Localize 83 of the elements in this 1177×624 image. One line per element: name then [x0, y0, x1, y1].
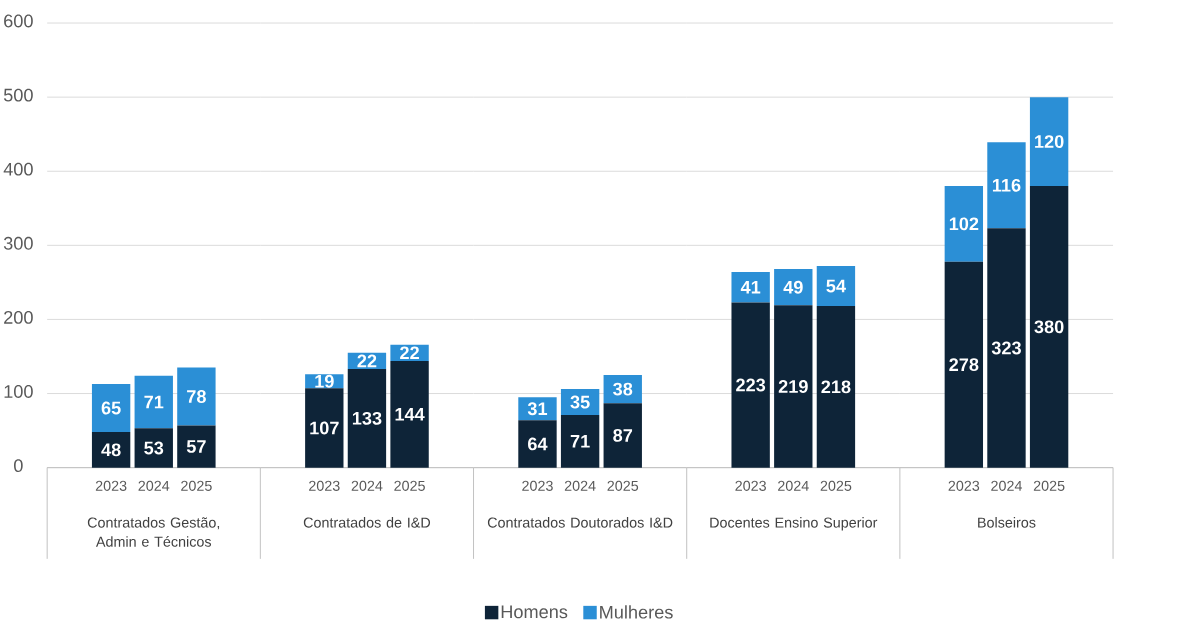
bar	[518, 397, 557, 421]
x-tick-label: 2025	[394, 480, 425, 492]
y-tick-label: 600	[4, 14, 33, 28]
y-tick-label: 100	[4, 385, 33, 399]
data-label: 57	[186, 440, 206, 453]
bar	[944, 261, 984, 468]
x-axis-title: Contratados Doutorados I&D	[487, 517, 673, 528]
data-label: 71	[144, 395, 164, 409]
data-label: 278	[949, 358, 979, 372]
data-label: 19	[315, 375, 334, 388]
data-label: 49	[783, 280, 803, 294]
y-tick-label: 500	[3, 88, 33, 102]
data-label: 78	[187, 390, 206, 404]
x-tick-label: 2023	[735, 480, 766, 492]
data-label: 65	[101, 401, 121, 415]
data-label: 120	[1035, 135, 1064, 149]
data-label: 48	[101, 443, 121, 457]
data-label: 54	[826, 279, 846, 293]
x-tick-label: 2025	[1033, 480, 1065, 492]
y-tick-label: 0	[14, 459, 23, 473]
data-label: 31	[527, 402, 548, 416]
data-label: 87	[613, 429, 633, 442]
bar	[177, 367, 216, 426]
data-label: 22	[357, 354, 377, 368]
bar	[731, 302, 770, 468]
x-axis-title: Docentes Ensino Superior	[710, 517, 878, 531]
y-tick-label: 400	[3, 162, 33, 176]
data-label: 22	[400, 346, 419, 360]
bar	[347, 369, 387, 468]
data-label: 116	[992, 179, 1021, 192]
x-tick-label: 2024	[564, 480, 596, 492]
data-label: 144	[395, 408, 425, 421]
bar	[816, 266, 856, 307]
x-axis-title: Bolseiros	[978, 517, 1036, 528]
x-tick-label: 2025	[181, 480, 212, 492]
data-label: 64	[528, 437, 548, 451]
data-label: 102	[949, 217, 979, 231]
data-label: 218	[821, 380, 851, 394]
data-label: 323	[991, 341, 1021, 355]
bar	[134, 428, 173, 468]
x-tick-label: 2023	[95, 480, 127, 492]
x-axis-title: Contratados de I&D	[303, 517, 431, 528]
bar	[1029, 186, 1069, 468]
bar	[560, 415, 600, 468]
x-tick-label: 2025	[820, 480, 852, 492]
data-label: 219	[778, 380, 808, 394]
bar	[134, 375, 173, 429]
data-label: 107	[310, 421, 339, 435]
x-tick-label: 2024	[138, 480, 170, 492]
data-label: 71	[570, 435, 590, 448]
data-label: 380	[1034, 320, 1064, 334]
bar	[390, 361, 429, 468]
x-axis-title: Contratados Gestão, Admin e Técnicos	[87, 517, 220, 547]
x-tick-label: 2023	[948, 480, 980, 492]
bar	[987, 142, 1026, 229]
bar	[91, 432, 131, 468]
data-label: 38	[613, 382, 633, 396]
bar	[518, 420, 557, 468]
bar	[944, 186, 984, 262]
bar	[91, 384, 131, 433]
x-tick-label: 2024	[351, 480, 383, 492]
y-tick-label: 200	[4, 311, 33, 324]
bar	[177, 425, 216, 468]
data-label: 133	[352, 412, 382, 425]
bar	[1029, 97, 1069, 187]
x-tick-label: 2024	[778, 480, 809, 492]
x-tick-label: 2023	[309, 480, 340, 492]
x-tick-label: 2024	[991, 480, 1023, 492]
x-tick-label: 2023	[522, 480, 553, 492]
y-tick-label: 300	[3, 236, 33, 250]
x-tick-label: 2025	[607, 480, 639, 492]
bar	[816, 306, 856, 468]
bar	[987, 228, 1026, 468]
bar	[305, 388, 344, 468]
data-label: 41	[740, 281, 761, 294]
bar	[731, 272, 770, 303]
data-label: 35	[570, 395, 590, 409]
bar	[603, 403, 642, 468]
data-label: 223	[736, 378, 766, 392]
legend-label: Homens	[501, 605, 568, 619]
bar	[774, 305, 813, 468]
data-label: 53	[144, 441, 164, 455]
legend-label: Mulheres	[600, 605, 673, 619]
